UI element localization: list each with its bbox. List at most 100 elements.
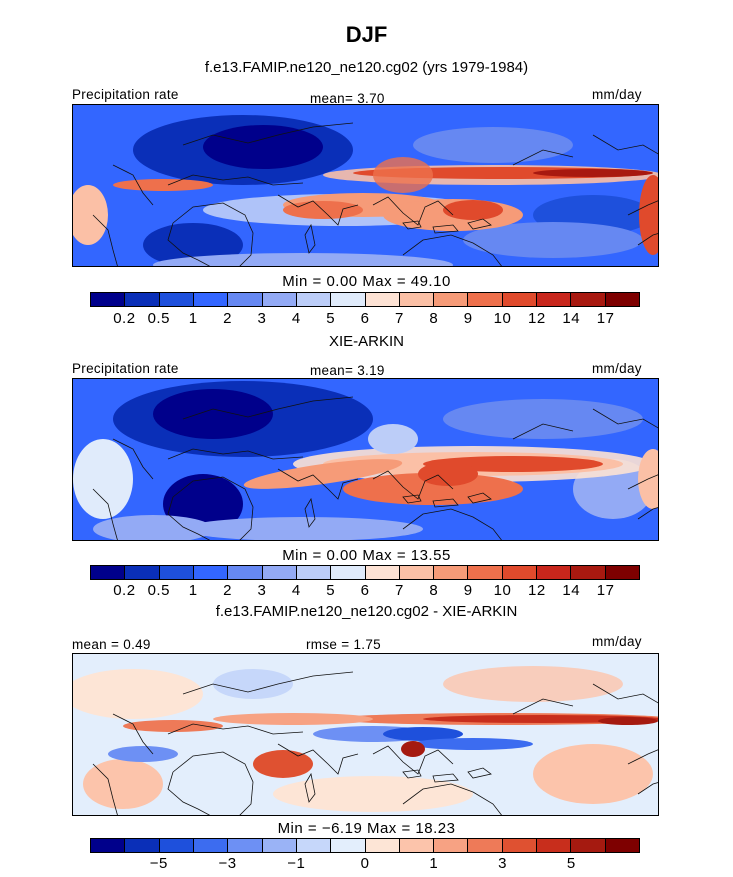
colorbar-swatch <box>399 293 435 306</box>
colorbar-swatch <box>159 293 194 306</box>
colorbar-tick-label: 2 <box>223 582 232 599</box>
colorbar-tick-label: 4 <box>291 310 301 327</box>
panel-2-title: XIE-ARKIN <box>328 333 404 350</box>
panel-1-mean-label: mean= 3.70 <box>310 91 385 106</box>
colorbar-swatch <box>502 839 538 852</box>
colorbar-swatch <box>434 566 469 579</box>
colorbar-swatch <box>468 566 503 579</box>
colorbar-tick-label: 0.2 <box>113 582 136 599</box>
colorbar-tick-label: 1 <box>188 310 198 327</box>
colorbar-swatch <box>159 566 194 579</box>
figure-title: DJF <box>345 22 388 47</box>
panel-3-colorbar <box>90 838 640 853</box>
colorbar-swatch <box>365 839 400 852</box>
panel-2-variable-label: Precipitation rate <box>72 361 179 376</box>
colorbar-swatch <box>331 566 366 579</box>
colorbar-tick-label: 2 <box>223 310 232 327</box>
colorbar-swatch <box>365 566 400 579</box>
colorbar-swatch <box>125 293 160 306</box>
colorbar-swatch <box>468 839 503 852</box>
colorbar-swatch <box>228 293 263 306</box>
panel-3-units-label: mm/day <box>592 634 642 649</box>
colorbar-tick-label: 0.5 <box>147 310 170 327</box>
panel-1-map <box>72 104 659 267</box>
colorbar-swatch <box>434 839 469 852</box>
colorbar-tick-label: 7 <box>394 582 404 599</box>
panel-1-colorbar-ticks: 0.2 0.5 1 2 3 4 5 6 7 8 9 10 12 14 17 <box>90 310 640 328</box>
colorbar-tick-label: 4 <box>291 582 301 599</box>
colorbar-swatch <box>434 293 469 306</box>
panel-2-min-max: Min = 0.00 Max = 13.55 <box>282 547 451 564</box>
panel-3-map <box>72 653 659 816</box>
colorbar-swatch <box>571 839 606 852</box>
colorbar-swatch <box>331 293 366 306</box>
colorbar-tick-label: 0 <box>360 855 370 872</box>
panel-2-mean-label: mean= 3.19 <box>310 363 385 378</box>
panel-3-rmse-label: rmse = 1.75 <box>306 637 381 652</box>
panel-1-units-label: mm/day <box>592 87 642 102</box>
colorbar-swatch <box>125 566 160 579</box>
colorbar-swatch <box>228 566 263 579</box>
colorbar-swatch <box>502 293 538 306</box>
colorbar-swatch <box>193 293 229 306</box>
colorbar-tick-label: 17 <box>596 582 615 599</box>
colorbar-tick-label: 3 <box>257 582 267 599</box>
colorbar-swatch <box>91 566 126 579</box>
colorbar-tick-label: 6 <box>360 310 370 327</box>
colorbar-swatch <box>125 839 160 852</box>
colorbar-swatch <box>331 839 366 852</box>
panel-3-colorbar-ticks: −5 −3 −1 0 1 3 5 <box>90 855 640 873</box>
colorbar-swatch <box>605 293 639 306</box>
panel-1-colorbar <box>90 292 640 307</box>
panel-1-min-max: Min = 0.00 Max = 49.10 <box>282 273 451 290</box>
colorbar-tick-label: 5 <box>566 855 576 872</box>
panel-2-colorbar-ticks: 0.2 0.5 1 2 3 4 5 6 7 8 9 10 12 14 17 <box>90 582 640 600</box>
colorbar-swatch <box>537 839 572 852</box>
colorbar-swatch <box>296 293 332 306</box>
colorbar-swatch <box>605 566 639 579</box>
panel-3-min-max: Min = −6.19 Max = 18.23 <box>277 820 456 837</box>
colorbar-tick-label: 9 <box>463 310 473 327</box>
colorbar-swatch <box>262 566 297 579</box>
colorbar-tick-label: −3 <box>218 855 237 872</box>
colorbar-swatch <box>399 566 435 579</box>
colorbar-tick-label: 3 <box>257 310 267 327</box>
colorbar-tick-label: 14 <box>562 310 581 327</box>
colorbar-tick-label: 1 <box>188 582 198 599</box>
panel-3-mean-label: mean = 0.49 <box>72 637 151 652</box>
colorbar-tick-label: −1 <box>287 855 306 872</box>
colorbar-tick-label: 0.2 <box>113 310 136 327</box>
colorbar-swatch <box>296 839 332 852</box>
colorbar-tick-label: 0.5 <box>147 582 170 599</box>
panel-3-title: f.e13.FAMIP.ne120_ne120.cg02 - XIE-ARKIN <box>215 603 518 620</box>
colorbar-swatch <box>91 293 126 306</box>
panel-1-variable-label: Precipitation rate <box>72 87 179 102</box>
colorbar-swatch <box>605 839 639 852</box>
colorbar-swatch <box>468 293 503 306</box>
colorbar-swatch <box>296 566 332 579</box>
colorbar-tick-label: 1 <box>429 855 439 872</box>
colorbar-tick-label: 5 <box>326 310 336 327</box>
colorbar-swatch <box>193 566 229 579</box>
panel-2-colorbar <box>90 565 640 580</box>
colorbar-swatch <box>91 839 126 852</box>
colorbar-swatch <box>159 839 194 852</box>
colorbar-swatch <box>537 293 572 306</box>
panel-1-title: f.e13.FAMIP.ne120_ne120.cg02 (yrs 1979-1… <box>204 59 529 76</box>
colorbar-swatch <box>365 293 400 306</box>
colorbar-swatch <box>571 293 606 306</box>
colorbar-tick-label: −5 <box>149 855 168 872</box>
colorbar-swatch <box>571 566 606 579</box>
colorbar-tick-label: 8 <box>429 582 439 599</box>
colorbar-tick-label: 9 <box>463 582 473 599</box>
panel-2-map <box>72 378 659 541</box>
colorbar-tick-label: 5 <box>326 582 336 599</box>
colorbar-swatch <box>193 839 229 852</box>
colorbar-swatch <box>502 566 538 579</box>
colorbar-tick-label: 14 <box>562 582 581 599</box>
colorbar-swatch <box>262 839 297 852</box>
colorbar-tick-label: 12 <box>528 310 546 327</box>
colorbar-swatch <box>228 839 263 852</box>
colorbar-swatch <box>537 566 572 579</box>
colorbar-tick-label: 8 <box>429 310 439 327</box>
